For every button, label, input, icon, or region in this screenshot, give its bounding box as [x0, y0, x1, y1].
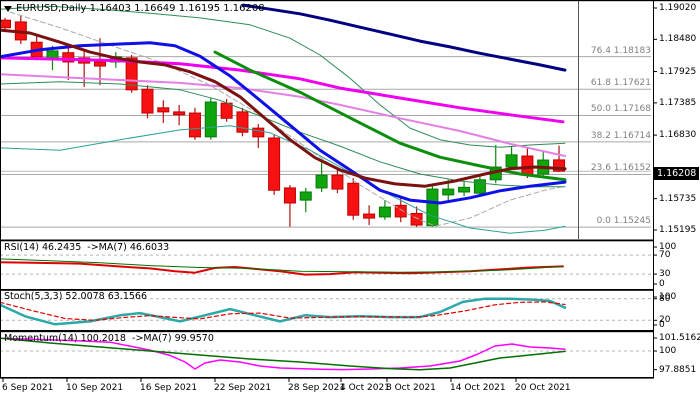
candle-bullish [46, 50, 59, 59]
price-axis-label: 1.18480 [659, 34, 697, 45]
stoch-scale-label: 0 [659, 320, 665, 330]
candle-bullish [505, 154, 518, 168]
price-axis-label: 1.19020 [659, 3, 697, 13]
stoch-scale-label: 100 [659, 292, 677, 302]
lower-band [0, 125, 566, 234]
candle-bearish [268, 137, 281, 191]
candle-bearish [236, 111, 249, 133]
price-axis-label: 1.15195 [659, 225, 697, 235]
current-price-badge: 1.16208 [654, 167, 700, 180]
date-axis-label: 16 Sep 2021 [140, 383, 198, 393]
price-axis-label: 1.15735 [659, 193, 697, 204]
fib-level-label: 23.6 1.16152 [590, 163, 651, 174]
date-axis-label: 6 Sep 2021 [2, 383, 54, 393]
ma-magenta [0, 56, 565, 124]
candle-bearish [62, 52, 75, 63]
mid-band [0, 81, 566, 188]
rsi-scale-label: 70 [659, 250, 671, 261]
rsi-scale-label: 100 [659, 242, 677, 252]
candle-bearish [553, 159, 566, 172]
candle-bullish [378, 206, 391, 218]
candle-bearish [410, 212, 423, 226]
rsi-line [0, 261, 564, 276]
candle-bullish [315, 174, 328, 189]
candle-bearish [363, 213, 376, 219]
momentum-line [0, 337, 566, 371]
stoch-panel-label: Stoch(5,3,3) 52.0078 63.1566 [4, 291, 148, 302]
upper-band [0, 5, 566, 148]
candle-bearish [0, 19, 11, 29]
ohlc-values: 1.16403 1.16649 1.16195 1.16208 [89, 3, 265, 14]
fib-level-label: 61.8 1.17621 [590, 78, 651, 89]
fib-level-label: 50.0 1.17168 [590, 104, 651, 115]
candle-bearish [347, 182, 360, 216]
price-axis-label: 1.17385 [659, 97, 697, 108]
momentum-scale-label: 100 [659, 346, 677, 356]
candle-bearish [252, 127, 265, 138]
rsi-scale-label: 0 [659, 279, 665, 289]
stoch-d-line [0, 301, 566, 321]
momentum-scale-label: 101.5162 [659, 333, 700, 343]
date-axis-label: 10 Sep 2021 [66, 383, 124, 393]
ma-navy [241, 3, 567, 72]
ma-blue [0, 41, 567, 205]
candle-bearish [220, 102, 233, 119]
ma-plum [0, 73, 566, 157]
fib-level-label: 38.2 1.16714 [590, 130, 651, 141]
candle-bearish [173, 111, 186, 116]
candle-bearish [283, 187, 296, 204]
stoch-scale-label: 20 [659, 315, 671, 326]
candle-bullish [299, 191, 312, 201]
date-axis-label: 8 Oct 2021 [386, 383, 436, 393]
date-axis-label: 28 Sep 2021 [288, 383, 346, 393]
ma-darkred [0, 28, 567, 188]
price-axis-label: 1.16830 [659, 130, 697, 141]
momentum-panel-label: Momentum(14) 100.2018 ->MA(7) 99.9570 [4, 333, 214, 344]
symbol-dropdown-icon[interactable] [4, 6, 12, 12]
candle-bearish [188, 112, 201, 138]
date-axis-label: 14 Oct 2021 [450, 383, 506, 393]
candle-bullish [204, 101, 217, 138]
date-axis-label: 22 Sep 2021 [214, 383, 272, 393]
date-axis-label: 4 Oct 2021 [340, 383, 390, 393]
price-axis-label: 1.17925 [659, 66, 697, 77]
momentum-ma-line [0, 337, 566, 371]
candle-bullish [473, 179, 486, 194]
candle-bearish [157, 107, 170, 113]
candle-bullish [442, 188, 455, 196]
rsi-scale-label: 30 [659, 269, 671, 280]
candle-bullish [426, 188, 439, 227]
candle-bullish [458, 186, 471, 193]
fib-level-label: 76.4 1.18183 [590, 45, 651, 56]
candle-bearish [521, 155, 534, 176]
rsi-ma-line [0, 258, 564, 273]
momentum-scale-label: 97.8851 [659, 364, 697, 375]
date-axis-label: 20 Oct 2021 [515, 383, 571, 393]
fib-level-label: 0.0 1.15245 [596, 216, 651, 227]
stoch-scale-label: 80 [659, 293, 671, 304]
rsi-panel-label: RSI(14) 46.2435 ->MA(7) 46.6033 [4, 242, 170, 253]
candle-bearish [141, 88, 154, 114]
candle-bearish [331, 174, 344, 190]
candle-bearish [394, 204, 407, 218]
candle-bearish [125, 57, 138, 91]
candle-bearish [93, 61, 106, 67]
symbol-period-label: EURUSD,Daily [16, 3, 87, 14]
chart-title: EURUSD,Daily 1.16403 1.16649 1.16195 1.1… [16, 3, 265, 27]
ma-green [213, 50, 567, 182]
